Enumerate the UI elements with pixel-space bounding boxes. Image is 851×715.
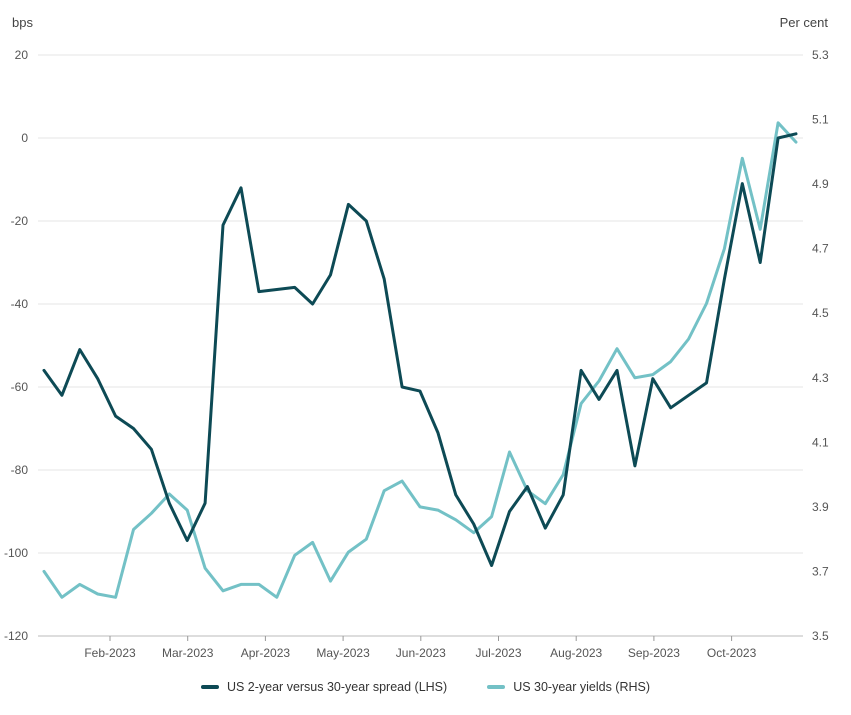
right-axis-ticks: 5.3 5.1 4.9 4.7 4.5 4.3 4.1 3.9 3.7 3.5 (812, 48, 829, 643)
left-tick-label: -40 (11, 297, 29, 311)
legend-label-yields: US 30-year yields (RHS) (513, 680, 651, 694)
gridlines (38, 54, 803, 637)
left-tick-label: -20 (11, 214, 29, 228)
right-tick-label: 5.3 (812, 48, 829, 62)
right-tick-label: 3.9 (812, 500, 829, 514)
x-tick-label: Apr-2023 (241, 646, 291, 660)
right-tick-label: 4.1 (812, 435, 829, 449)
left-axis-ticks: 20 0 -20 -40 -60 -80 -100 -120 (4, 48, 28, 643)
right-tick-label: 4.3 (812, 371, 829, 385)
left-tick-label: -120 (4, 629, 28, 643)
right-tick-label: 5.1 (812, 113, 829, 127)
legend-item-yields: US 30-year yields (RHS) (487, 680, 650, 694)
left-tick-label: -100 (4, 546, 28, 560)
left-tick-label: -60 (11, 380, 29, 394)
right-tick-label: 3.7 (812, 564, 829, 578)
x-tick-label: Jun-2023 (396, 646, 446, 660)
legend: US 2-year versus 30-year spread (LHS) US… (0, 680, 851, 694)
left-axis-unit: bps (12, 15, 33, 30)
x-tick-label: Sep-2023 (628, 646, 680, 660)
x-axis-ticks: Feb-2023 Mar-2023 Apr-2023 May-2023 Jun-2023… (84, 636, 757, 660)
series-lines (42, 121, 798, 599)
x-tick-label: Mar-2023 (162, 646, 214, 660)
x-tick-label: Oct-2023 (707, 646, 757, 660)
x-tick-label: Jul-2023 (475, 646, 521, 660)
right-tick-label: 4.5 (812, 306, 829, 320)
right-tick-label: 3.5 (812, 629, 829, 643)
series-line-spread (42, 132, 798, 567)
right-tick-label: 4.7 (812, 242, 829, 256)
series-line-yields (42, 121, 798, 599)
left-tick-label: 20 (15, 48, 29, 62)
right-axis-unit: Per cent (780, 15, 829, 30)
legend-swatch-yields (487, 685, 506, 689)
right-tick-label: 4.9 (812, 177, 829, 191)
left-tick-label: 0 (21, 131, 28, 145)
legend-swatch-spread (200, 685, 219, 689)
left-tick-label: -80 (11, 463, 29, 477)
x-tick-label: Aug-2023 (550, 646, 602, 660)
x-tick-label: Feb-2023 (84, 646, 136, 660)
legend-label-spread: US 2-year versus 30-year spread (LHS) (226, 680, 448, 694)
legend-item-spread: US 2-year versus 30-year spread (LHS) (200, 680, 448, 694)
x-tick-label: May-2023 (316, 646, 370, 660)
